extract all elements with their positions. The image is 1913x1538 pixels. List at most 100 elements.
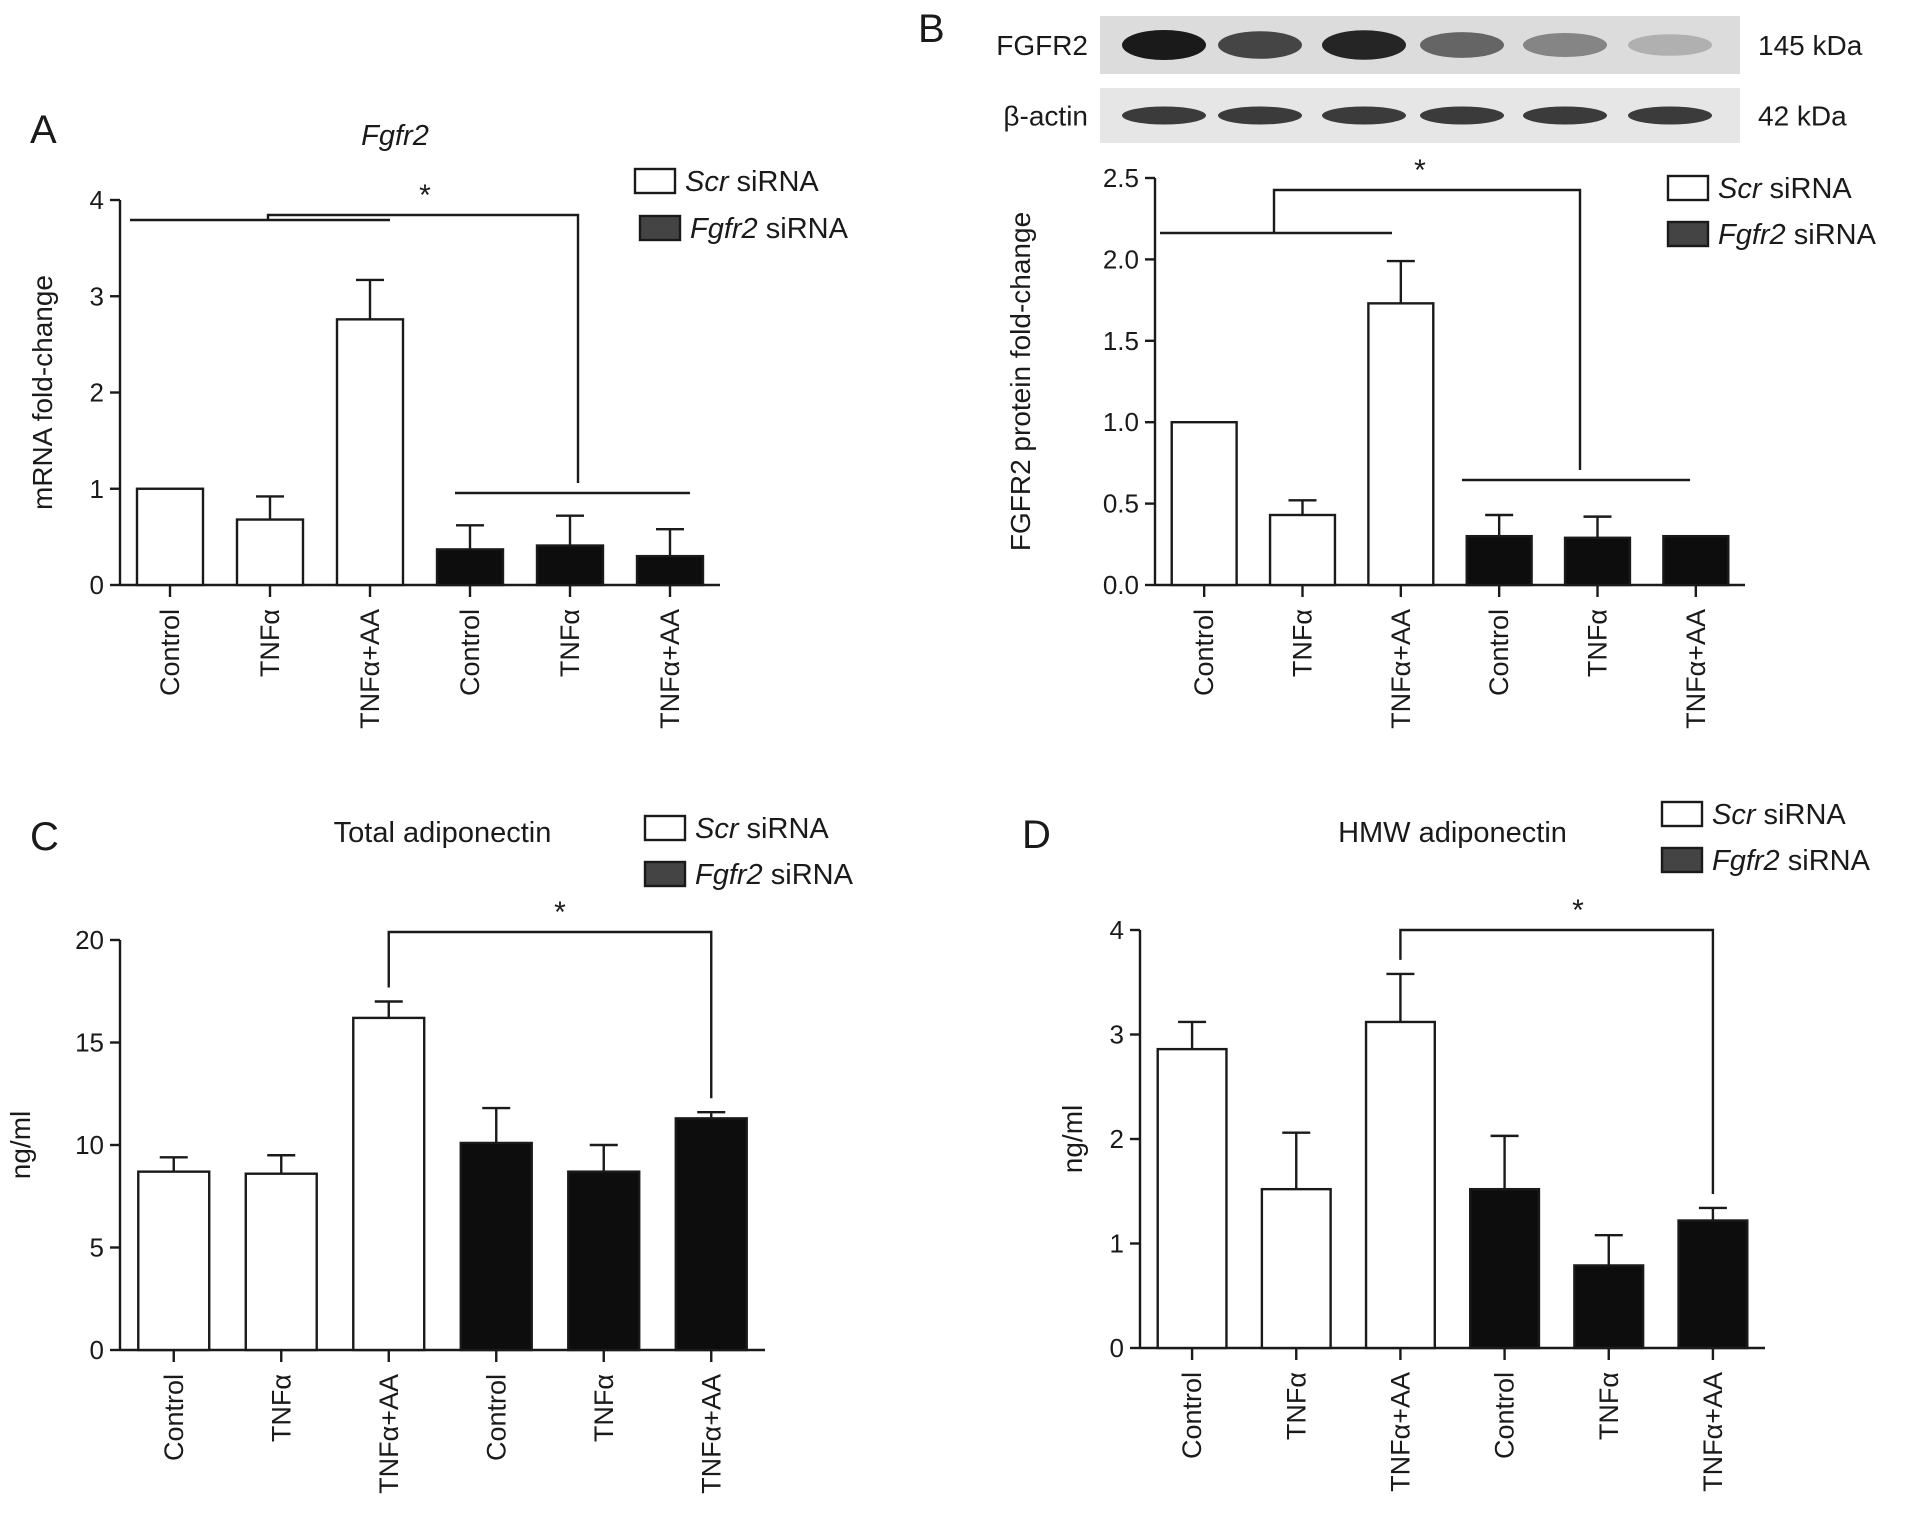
- western-blot: FGFR2 145 kDa β-actin 42 kDa: [996, 16, 1863, 143]
- x-tick-label: TNFα: [266, 1374, 296, 1442]
- y-tick-label: 0: [1110, 1333, 1124, 1363]
- y-tick-label: 20: [75, 925, 104, 955]
- x-tick-label: Control: [1189, 609, 1219, 696]
- blot-protein-label: FGFR2: [996, 30, 1088, 61]
- x-tick-label: Control: [1484, 609, 1514, 696]
- blot-band: [1218, 31, 1302, 59]
- charts: A Fgfr2 0 1 2 3 4 mRNA fold-change Control TNFα TN…: [5, 7, 1877, 1494]
- x-tick-label: TNFα+AA: [1386, 609, 1416, 729]
- x-tick-label: TNFα+AA: [355, 609, 385, 729]
- legend-label-fgfr2: Fgfr2 siRNA: [1718, 219, 1877, 251]
- x-tick-label: Control: [155, 609, 185, 696]
- chart-title: Total adiponectin: [334, 817, 552, 849]
- bar: [567, 1170, 641, 1352]
- y-tick-label: 3: [1110, 1020, 1124, 1050]
- bar: [244, 1172, 318, 1352]
- chart-panel-d: D HMW adiponectin 0 1 2 3 4 ng/ml Control TNFα TNF…: [1022, 799, 1871, 1492]
- y-axis-label: ng/ml: [1057, 1105, 1088, 1173]
- bar: [1364, 1020, 1436, 1350]
- legend-swatch-fgfr2: [638, 214, 682, 242]
- x-tick-label: TNFα: [1288, 609, 1318, 677]
- legend-label-fgfr2: Fgfr2 siRNA: [1712, 845, 1871, 877]
- y-tick-label: 4: [90, 185, 104, 215]
- blot-size-label: 145 kDa: [1758, 30, 1863, 61]
- x-tick-label: TNFα: [1281, 1372, 1311, 1440]
- significance-bracket: [1399, 928, 1715, 1194]
- significance-star: *: [1572, 894, 1584, 927]
- legend-label-scr: Scr siRNA: [1712, 799, 1846, 831]
- legend-swatch-fgfr2: [643, 860, 687, 888]
- y-tick-label: 3: [90, 281, 104, 311]
- x-tick-label: TNFα+AA: [374, 1374, 404, 1494]
- legend-swatch-scr: [633, 167, 677, 195]
- bar: [335, 318, 405, 587]
- blot-band: [1420, 32, 1504, 58]
- x-tick-label: Control: [455, 609, 485, 696]
- significance-bracket: [1272, 188, 1582, 470]
- y-tick-label: 1.5: [1103, 326, 1139, 356]
- y-tick-label: 15: [75, 1028, 104, 1058]
- blot-protein-label: β-actin: [1003, 101, 1088, 132]
- significance-bracket: [266, 213, 580, 483]
- bar: [1268, 513, 1337, 587]
- bar: [1170, 421, 1238, 587]
- panel-letter: C: [30, 815, 59, 859]
- x-tick-label: TNFα+AA: [655, 609, 685, 729]
- panel-letter: D: [1022, 813, 1051, 857]
- y-tick-label: 2: [1110, 1124, 1124, 1154]
- bar: [137, 1170, 211, 1352]
- y-tick-label: 5: [90, 1233, 104, 1263]
- x-tick-label: Control: [481, 1374, 511, 1461]
- panel-letter: A: [30, 108, 57, 152]
- y-tick-label: 10: [75, 1130, 104, 1160]
- bar: [1677, 1219, 1749, 1350]
- panel-letter: B: [918, 7, 945, 51]
- bar: [535, 544, 605, 587]
- y-tick-label: 1.0: [1103, 407, 1139, 437]
- chart-panel-b: B 0.0 0.5 1.0 1.5 2.0 2.5 FGFR2 protein fold-ch…: [918, 7, 1877, 729]
- x-tick-label: TNFα+AA: [696, 1374, 726, 1494]
- x-tick-label: TNFα: [1594, 1372, 1624, 1440]
- legend-label-scr: Scr siRNA: [1718, 173, 1852, 205]
- y-tick-label: 2.5: [1103, 163, 1139, 193]
- bar: [674, 1117, 748, 1352]
- bar: [1563, 536, 1632, 587]
- legend-label-fgfr2: Fgfr2 siRNA: [695, 859, 854, 891]
- bar: [1156, 1047, 1228, 1350]
- bar: [135, 487, 205, 587]
- chart-panel-a: A Fgfr2 0 1 2 3 4 mRNA fold-change Control TNFα TN…: [27, 108, 849, 729]
- blot-band: [1523, 33, 1607, 57]
- legend-label-scr: Scr siRNA: [695, 813, 829, 845]
- y-tick-label: 1: [90, 474, 104, 504]
- bar: [435, 548, 505, 587]
- legend-label-scr: Scr siRNA: [685, 166, 819, 198]
- chart-title: HMW adiponectin: [1338, 817, 1567, 849]
- y-tick-label: 0.5: [1103, 489, 1139, 519]
- x-tick-label: Control: [1490, 1372, 1520, 1459]
- chart-panel-c: C Total adiponectin 0 5 10 15 20 ng/ml Control TN…: [5, 813, 854, 1494]
- y-tick-label: 4: [1110, 915, 1124, 945]
- legend-swatch-scr: [643, 814, 687, 842]
- bar: [1573, 1264, 1645, 1350]
- legend-swatch-fgfr2: [1666, 220, 1710, 248]
- bar: [1465, 534, 1533, 587]
- bar: [1367, 302, 1435, 587]
- y-tick-label: 0: [90, 570, 104, 600]
- legend-label-fgfr2: Fgfr2 siRNA: [690, 213, 849, 245]
- x-tick-label: TNFα: [255, 609, 285, 677]
- y-tick-label: 1: [1110, 1229, 1124, 1259]
- blot-size-label: 42 kDa: [1758, 101, 1847, 132]
- blot-band: [1122, 106, 1206, 125]
- x-tick-label: Control: [1177, 1372, 1207, 1459]
- chart-title: Fgfr2: [361, 120, 429, 152]
- x-tick-label: TNFα+AA: [1681, 609, 1711, 729]
- y-axis-label: ng/ml: [5, 1111, 36, 1179]
- blot-band: [1218, 106, 1302, 125]
- bar: [635, 554, 705, 587]
- x-tick-label: TNFα: [555, 609, 585, 677]
- bar: [1469, 1187, 1541, 1350]
- significance-star: *: [419, 179, 431, 212]
- significance-bracket: [387, 930, 713, 1099]
- bar: [459, 1141, 533, 1352]
- y-axis-label: FGFR2 protein fold-change: [1005, 212, 1036, 551]
